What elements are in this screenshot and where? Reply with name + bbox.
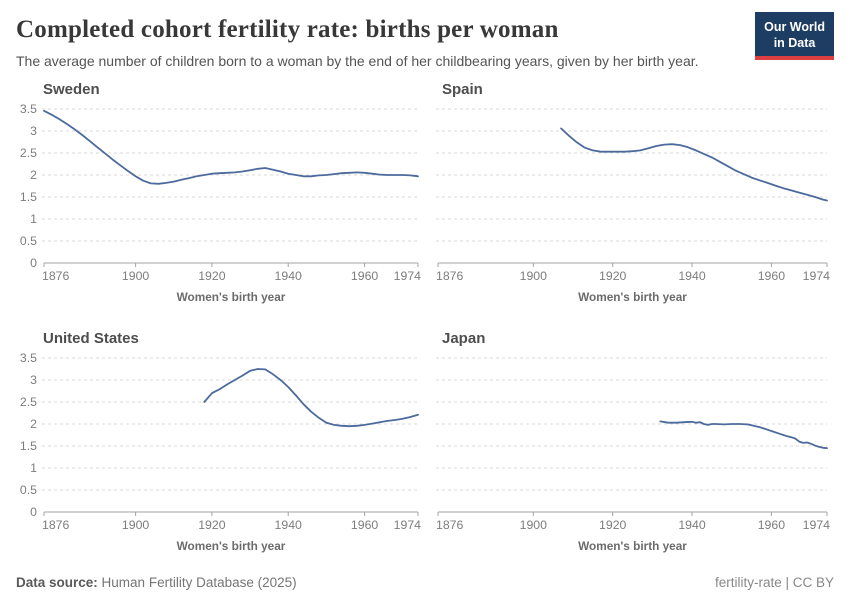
svg-text:1876: 1876 — [436, 269, 464, 283]
chart-plot: 1876 1900 1920 1940 1960 1974 Women's birth ye… — [436, 357, 831, 553]
x-axis: 1876 1900 1920 1940 1960 1974 — [436, 511, 831, 532]
svg-text:1960: 1960 — [351, 269, 379, 283]
svg-text:3.5: 3.5 — [20, 102, 37, 116]
svg-text:1920: 1920 — [198, 269, 226, 283]
svg-text:1960: 1960 — [351, 518, 379, 532]
svg-text:1876: 1876 — [436, 518, 464, 532]
chart-panel-united-states: United States 0 0.5 1 1.5 2 2.5 3 3.5 1876 1900 19… — [16, 330, 425, 573]
footer: Data source: Human Fertility Database (2… — [16, 575, 834, 590]
x-axis: 1876 1900 1920 1940 1960 1974 — [436, 262, 831, 283]
y-axis-labels: 0 0.5 1 1.5 2 2.5 3 3.5 — [20, 351, 37, 519]
svg-text:1876: 1876 — [42, 518, 70, 532]
y-axis-labels: 0 0.5 1 1.5 2 2.5 3 3.5 — [20, 102, 37, 270]
svg-text:1920: 1920 — [599, 269, 627, 283]
svg-text:1900: 1900 — [122, 518, 150, 532]
data-source: Data source: Human Fertility Database (2… — [16, 575, 297, 590]
series-line — [203, 368, 419, 428]
svg-text:1876: 1876 — [42, 269, 70, 283]
svg-text:1974: 1974 — [803, 269, 831, 283]
svg-text:1940: 1940 — [678, 518, 706, 532]
x-axis-title: Women's birth year — [177, 539, 286, 553]
chart-panel-japan: Japan 1876 1900 1920 1940 1960 1974 Women's bi… — [425, 330, 834, 573]
chart-panel-sweden: Sweden 0 0.5 1 1.5 2 2.5 3 3.5 1876 1900 1920 1940 1… — [16, 81, 425, 324]
svg-text:1940: 1940 — [275, 518, 303, 532]
y-gridlines — [42, 357, 418, 491]
svg-text:1974: 1974 — [803, 518, 831, 532]
svg-text:3.5: 3.5 — [20, 351, 37, 365]
chart-spain: 1876 1900 1920 1940 1960 1974 Women's birth ye… — [425, 99, 834, 307]
svg-text:0.5: 0.5 — [20, 234, 37, 248]
svg-text:1920: 1920 — [599, 518, 627, 532]
series-line — [560, 127, 828, 202]
x-axis: 1876 1900 1920 1940 1960 1974 — [42, 511, 422, 532]
page-subtitle: The average number of children born to a… — [16, 53, 699, 69]
svg-text:1900: 1900 — [520, 518, 548, 532]
chart-panel-spain: Spain 1876 1900 1920 1940 1960 1974 Women's bi… — [425, 81, 834, 324]
svg-text:1960: 1960 — [758, 518, 786, 532]
panel-title-japan: Japan — [442, 330, 486, 347]
svg-text:2.5: 2.5 — [20, 146, 37, 160]
owid-logo-line2: in Data — [773, 36, 816, 50]
series-line — [43, 109, 419, 185]
chart-japan: 1876 1900 1920 1940 1960 1974 Women's birth ye… — [425, 348, 834, 556]
svg-text:2: 2 — [30, 417, 37, 431]
svg-text:1974: 1974 — [394, 518, 422, 532]
owid-logo-line1: Our World — [764, 20, 825, 34]
owid-logo: Our World in Data — [755, 12, 834, 60]
y-gridlines — [436, 357, 827, 491]
svg-text:2: 2 — [30, 168, 37, 182]
svg-text:1900: 1900 — [520, 269, 548, 283]
x-axis-title: Women's birth year — [177, 290, 286, 304]
data-source-value: Human Fertility Database (2025) — [101, 575, 297, 590]
svg-text:1960: 1960 — [758, 269, 786, 283]
x-axis-title: Women's birth year — [578, 539, 687, 553]
attribution: fertility-rate | CC BY — [714, 575, 834, 590]
series-line — [659, 420, 828, 450]
svg-text:1: 1 — [30, 212, 37, 226]
charts-grid: Sweden 0 0.5 1 1.5 2 2.5 3 3.5 1876 1900 1920 1940 1… — [16, 81, 834, 573]
y-gridlines — [42, 108, 418, 242]
chart-plot: 1876 1900 1920 1940 1960 1974 Women's birth ye… — [436, 108, 831, 304]
header: Completed cohort fertility rate: births … — [16, 12, 834, 75]
chart-plot: 0 0.5 1 1.5 2 2.5 3 3.5 1876 1900 1920 1940 1960 1974… — [20, 351, 422, 553]
x-axis-title: Women's birth year — [578, 290, 687, 304]
svg-text:1920: 1920 — [198, 518, 226, 532]
svg-text:1940: 1940 — [275, 269, 303, 283]
chart-plot: 0 0.5 1 1.5 2 2.5 3 3.5 1876 1900 1920 1940 1960 1974… — [20, 102, 422, 304]
svg-text:1.5: 1.5 — [20, 439, 37, 453]
panel-title-spain: Spain — [442, 81, 483, 98]
panel-title-sweden: Sweden — [43, 81, 100, 98]
svg-text:1: 1 — [30, 461, 37, 475]
data-source-label: Data source: — [16, 575, 98, 590]
svg-text:3: 3 — [30, 373, 37, 387]
svg-text:1900: 1900 — [122, 269, 150, 283]
x-axis: 1876 1900 1920 1940 1960 1974 — [42, 262, 422, 283]
svg-text:0: 0 — [30, 256, 37, 270]
svg-text:0.5: 0.5 — [20, 483, 37, 497]
svg-text:1940: 1940 — [678, 269, 706, 283]
svg-text:1974: 1974 — [394, 269, 422, 283]
panel-title-united-states: United States — [43, 330, 139, 347]
svg-text:3: 3 — [30, 124, 37, 138]
svg-text:0: 0 — [30, 505, 37, 519]
svg-text:1.5: 1.5 — [20, 190, 37, 204]
svg-text:2.5: 2.5 — [20, 395, 37, 409]
page-title: Completed cohort fertility rate: births … — [16, 16, 559, 43]
chart-united-states: 0 0.5 1 1.5 2 2.5 3 3.5 1876 1900 1920 1940 1960 1974… — [16, 348, 425, 556]
chart-sweden: 0 0.5 1 1.5 2 2.5 3 3.5 1876 1900 1920 1940 1960 1974… — [16, 99, 425, 307]
y-gridlines — [436, 108, 827, 242]
